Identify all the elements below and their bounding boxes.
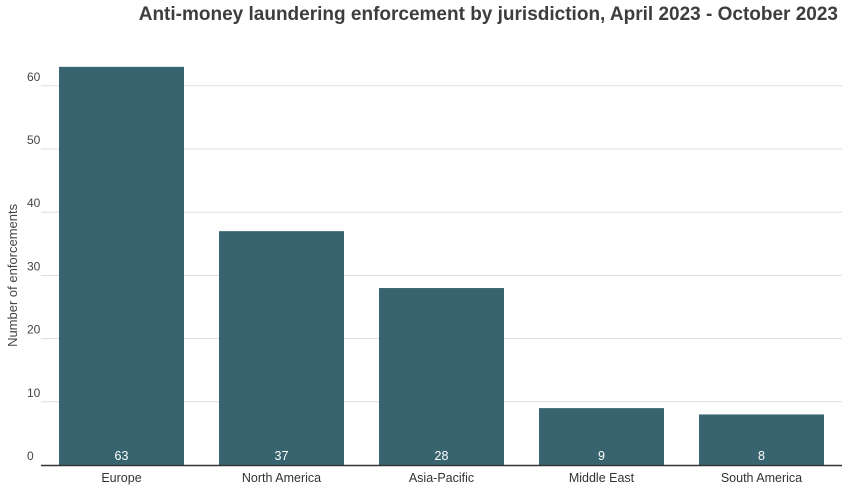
data-label: 8	[758, 449, 765, 463]
y-tick-label: 60	[27, 70, 41, 84]
y-tick-label: 20	[27, 323, 41, 337]
data-label: 37	[275, 449, 289, 463]
data-labels: 63 37 28 9 8	[115, 449, 765, 463]
x-category-label: Middle East	[569, 471, 635, 485]
bar	[379, 288, 504, 465]
bar	[699, 414, 824, 465]
x-category-label: North America	[242, 471, 321, 485]
y-axis-title: Number of enforcements	[5, 203, 20, 347]
x-category-label: South America	[721, 471, 802, 485]
chart-title: Anti-money laundering enforcement by jur…	[138, 4, 838, 25]
y-tick-label: 10	[27, 386, 41, 400]
bar	[539, 408, 664, 465]
y-tick-label: 30	[27, 259, 41, 273]
bar	[219, 231, 344, 465]
bars	[59, 66, 824, 465]
x-category-labels: Europe North America Asia-Pacific Middle Ea…	[101, 471, 802, 485]
data-label: 28	[435, 449, 449, 463]
y-tick-label: 50	[27, 133, 41, 147]
bar	[59, 66, 184, 465]
x-category-label: Asia-Pacific	[409, 471, 474, 485]
data-label: 9	[598, 449, 605, 463]
y-tick-label: 40	[27, 196, 41, 210]
data-label: 63	[115, 449, 129, 463]
x-category-label: Europe	[101, 471, 141, 485]
y-tick-labels: 0 10 20 30 40 50 60	[27, 70, 41, 463]
y-tick-label: 0	[27, 449, 34, 463]
